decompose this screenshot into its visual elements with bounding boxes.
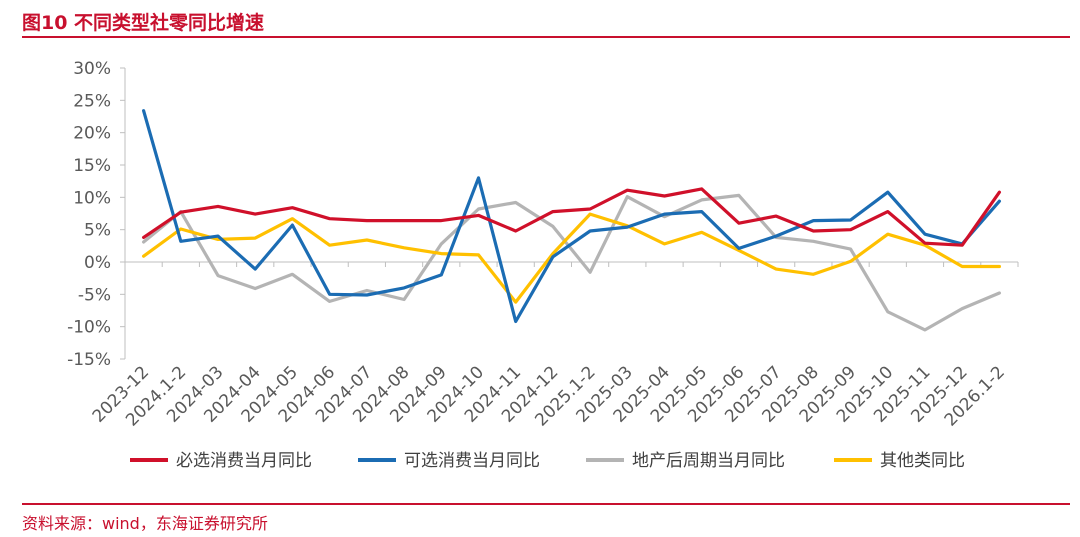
series-lines <box>142 109 1002 332</box>
legend: 必选消费当月同比 可选消费当月同比 地产后周期当月同比 其他类同比 <box>130 451 965 471</box>
legend-item: 可选消费当月同比 <box>358 451 540 471</box>
y-tick-label: 25% <box>73 91 111 111</box>
series-line-2 <box>142 109 1002 324</box>
y-tick-label: -5% <box>78 285 111 305</box>
y-tick-label: -15% <box>67 350 111 370</box>
y-axis: 30% 25% 20% 15% 10% 5% 0% -5% -10% -15% <box>67 59 126 370</box>
source-note: 资料来源：wind，东海证券研究所 <box>22 514 268 533</box>
y-tick-label: 20% <box>73 124 111 144</box>
y-tick-label: 10% <box>73 188 111 208</box>
line-chart: 30% 25% 20% 15% 10% 5% 0% -5% -10% -15% 2023-1220… <box>67 59 1019 471</box>
y-tick-label: 0% <box>84 253 111 273</box>
series-line-1 <box>142 187 1002 247</box>
y-tick-label: 5% <box>84 221 111 241</box>
legend-label: 其他类同比 <box>880 451 965 471</box>
y-tick-label: -10% <box>67 318 111 338</box>
legend-item: 其他类同比 <box>834 451 965 471</box>
legend-label: 必选消费当月同比 <box>176 451 312 471</box>
legend-item: 必选消费当月同比 <box>130 451 312 471</box>
series-line-3 <box>142 193 1002 332</box>
y-tick-label: 30% <box>73 59 111 79</box>
series-line-4 <box>142 212 1002 304</box>
legend-item: 地产后周期当月同比 <box>586 451 785 471</box>
figure-title: 图10 不同类型社零同比增速 <box>22 12 265 34</box>
y-tick-label: 15% <box>73 156 111 176</box>
legend-label: 地产后周期当月同比 <box>632 451 785 471</box>
title-divider <box>22 36 1070 38</box>
x-axis: 2023-122024.1-22024-032024-042024-052024… <box>89 261 1019 431</box>
source-divider <box>22 503 1070 505</box>
legend-label: 可选消费当月同比 <box>404 451 540 471</box>
